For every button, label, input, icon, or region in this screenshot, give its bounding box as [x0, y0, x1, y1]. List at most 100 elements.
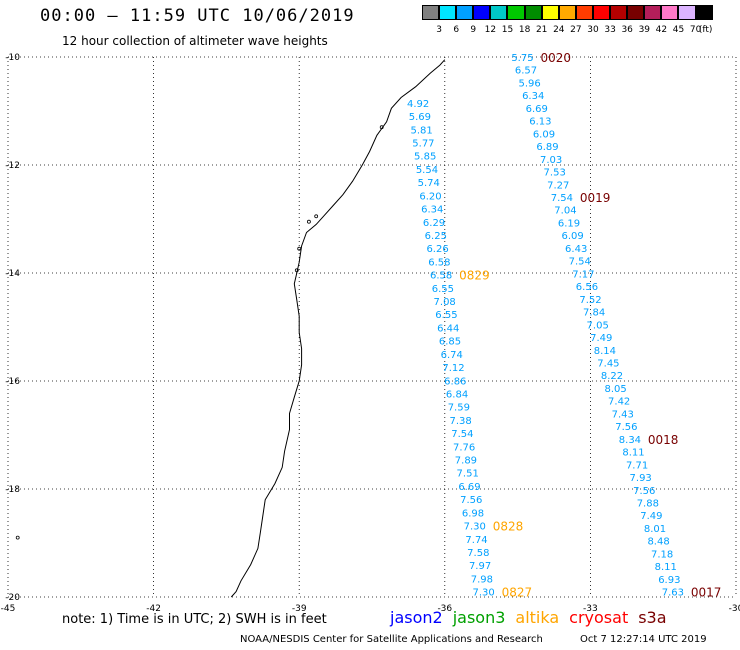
- swh-value: 6.74: [441, 350, 463, 361]
- colorbar-tick-label: 39: [638, 25, 651, 35]
- swh-value: 5.69: [409, 112, 431, 123]
- page-title: 00:00 – 11:59 UTC 10/06/2019: [40, 6, 355, 26]
- time-label: 0018: [648, 433, 679, 447]
- swh-value: 6.84: [446, 389, 468, 400]
- colorbar-tick-label: 9: [470, 25, 477, 35]
- time-label: 0828: [493, 520, 524, 534]
- swh-value: 6.93: [658, 575, 680, 586]
- legend-cryosat: cryosat: [569, 608, 629, 627]
- swh-value: 7.49: [640, 511, 662, 522]
- swh-value: 7.71: [626, 460, 648, 471]
- swh-value: 5.85: [414, 152, 436, 163]
- swh-value: 6.57: [515, 66, 537, 77]
- swh-value: 7.98: [471, 574, 493, 585]
- lon-label: -42: [146, 604, 161, 614]
- swh-value: 6.69: [526, 104, 548, 115]
- swh-value: 7.53: [544, 168, 566, 179]
- swh-value: 6.34: [522, 91, 544, 102]
- swh-value: 5.74: [418, 178, 440, 189]
- swh-value: 6.55: [432, 284, 454, 295]
- swh-value: 5.75: [511, 53, 533, 64]
- swh-value: 8.11: [655, 562, 677, 573]
- swh-value: 7.54: [569, 257, 591, 268]
- swh-value: 7.84: [583, 308, 605, 319]
- swh-value: 6.58: [430, 271, 452, 282]
- swh-value: 6.29: [423, 218, 445, 229]
- colorbar-swatch: [627, 5, 645, 20]
- island: [297, 246, 302, 251]
- colorbar-tick-label: 6: [453, 25, 460, 35]
- swh-value: 7.76: [453, 442, 475, 453]
- colorbar-tick-label: 18: [518, 25, 531, 35]
- swh-value: 7.03: [540, 155, 562, 166]
- swh-value: 8.22: [601, 371, 623, 382]
- lat-label: -12: [5, 161, 20, 171]
- swh-value: 5.81: [411, 125, 433, 136]
- colorbar-tick-label: 33: [604, 25, 616, 35]
- swh-value: 7.58: [467, 548, 489, 559]
- colorbar-tick-label: 30: [587, 25, 599, 35]
- swh-value: 7.63: [662, 588, 684, 599]
- swh-value: 6.20: [419, 191, 441, 202]
- lon-label: -39: [292, 604, 307, 614]
- island: [15, 535, 20, 540]
- swh-value: 6.13: [529, 117, 551, 128]
- swh-value: 4.92: [407, 99, 429, 110]
- colorbar-swatch: [558, 5, 576, 20]
- swh-value: 8.05: [604, 384, 626, 395]
- colorbar-swatch: [592, 5, 611, 20]
- swh-value: 6.09: [561, 231, 583, 242]
- lon-label: -45: [1, 604, 16, 614]
- swh-value: 7.51: [457, 469, 479, 480]
- time-label: 0017: [691, 586, 722, 600]
- colorbar-tick-label: 12: [484, 25, 497, 35]
- legend-s3a: s3a: [638, 608, 667, 627]
- time-label: 0019: [580, 191, 611, 205]
- swh-value: 6.09: [533, 129, 555, 140]
- swh-value: 7.42: [608, 397, 630, 408]
- swh-value: 5.54: [416, 165, 438, 176]
- colorbar-swatch: [575, 5, 593, 20]
- swh-value: 6.86: [444, 376, 466, 387]
- lat-label: -18: [5, 485, 20, 495]
- swh-value: 8.11: [622, 448, 644, 459]
- swh-value: 6.25: [425, 231, 447, 242]
- colorbar-swatch: [541, 5, 559, 20]
- colorbar-swatch: [473, 5, 491, 20]
- colorbar-swatch: [661, 5, 679, 20]
- swh-value: 7.18: [651, 549, 673, 560]
- swh-value: 7.97: [469, 561, 491, 572]
- swh-value: 6.44: [437, 323, 459, 334]
- colorbar-swatch: [644, 5, 662, 20]
- lat-label: -10: [5, 53, 20, 63]
- footer-timestamp: Oct 7 12:27:14 UTC 2019: [580, 634, 707, 645]
- colorbar-swatch: [439, 5, 457, 20]
- legend-altika: altika: [515, 608, 560, 627]
- footer-credit: NOAA/NESDIS Center for Satellite Applica…: [240, 634, 543, 645]
- swh-value: 7.30: [472, 588, 494, 599]
- swh-value: 6.55: [435, 310, 457, 321]
- swh-value: 7.54: [551, 193, 573, 204]
- island: [314, 214, 319, 219]
- colorbar-swatch: [610, 5, 628, 20]
- swh-value: 7.49: [590, 333, 612, 344]
- swh-value: 8.01: [644, 524, 666, 535]
- swh-value: 6.34: [421, 205, 443, 216]
- colorbar-tick-label: 27: [570, 25, 582, 35]
- colorbar-tick-label: 42: [655, 25, 668, 35]
- colorbar-tick-label: 45: [672, 25, 685, 35]
- swh-value: 6.69: [458, 482, 480, 493]
- page-subtitle: 12 hour collection of altimeter wave hei…: [62, 34, 328, 48]
- colorbar-swatch: [490, 5, 508, 20]
- swh-value: 7.54: [451, 429, 473, 440]
- swh-value: 8.48: [647, 537, 669, 548]
- swh-value: 7.04: [554, 206, 576, 217]
- legend-jason3: jason3: [452, 608, 506, 627]
- time-label: 0020: [540, 51, 571, 65]
- legend-jason2: jason2: [390, 608, 443, 627]
- time-label: 0827: [502, 586, 533, 600]
- colorbar-tick-label: 70: [689, 25, 702, 35]
- swh-value: 7.93: [630, 473, 652, 484]
- lon-label: -33: [583, 604, 598, 614]
- swh-value: 7.89: [455, 456, 477, 467]
